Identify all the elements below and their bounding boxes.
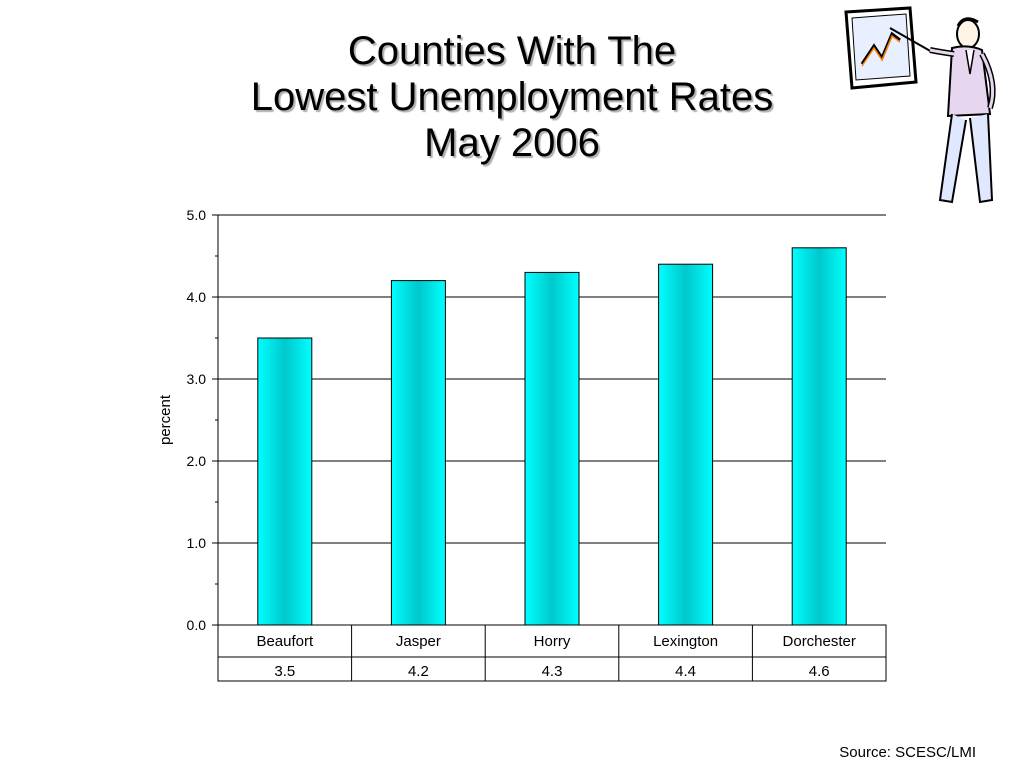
slide-title: Counties With The Lowest Unemployment Ra…: [0, 28, 1024, 166]
y-tick-label: 5.0: [187, 207, 207, 223]
source-note: Source: SCESC/LMI: [839, 744, 976, 761]
bar-jasper: [390, 280, 446, 626]
category-label: Beaufort: [256, 633, 314, 650]
value-label: 4.2: [408, 663, 429, 680]
bar-horry: [524, 271, 580, 626]
presenter-with-chart-icon: [844, 6, 996, 204]
category-label: Horry: [534, 633, 571, 650]
bars: [257, 247, 847, 626]
value-label: 4.6: [809, 663, 830, 680]
value-label: 4.4: [675, 663, 696, 680]
y-axis-label: percent: [157, 394, 174, 445]
y-tick-label: 1.0: [187, 535, 207, 551]
bar-lexington: [658, 263, 714, 626]
y-tick-label: 4.0: [187, 289, 207, 305]
value-label: 3.5: [274, 663, 295, 680]
category-label: Dorchester: [783, 633, 856, 650]
axes: 0.0 1.0 2.0 3.0 4.0 5.0: [187, 207, 219, 633]
y-tick-label: 3.0: [187, 371, 207, 387]
title-line-3: May 2006: [424, 121, 600, 165]
title-line-1: Counties With The: [347, 29, 677, 73]
data-table: Beaufort 3.5 Jasper 4.2 Horry 4.3 Lexington 4.4…: [217, 624, 887, 682]
y-tick-label: 2.0: [187, 453, 207, 469]
category-label: Jasper: [396, 633, 441, 650]
data-table-border: [217, 624, 887, 682]
bar-dorchester: [791, 247, 847, 626]
y-tick-label: 0.0: [187, 617, 207, 633]
title-line-2: Lowest Unemployment Rates: [250, 75, 774, 119]
category-label: Lexington: [653, 633, 718, 650]
value-label: 4.3: [542, 663, 563, 680]
bar-beaufort: [257, 337, 313, 626]
